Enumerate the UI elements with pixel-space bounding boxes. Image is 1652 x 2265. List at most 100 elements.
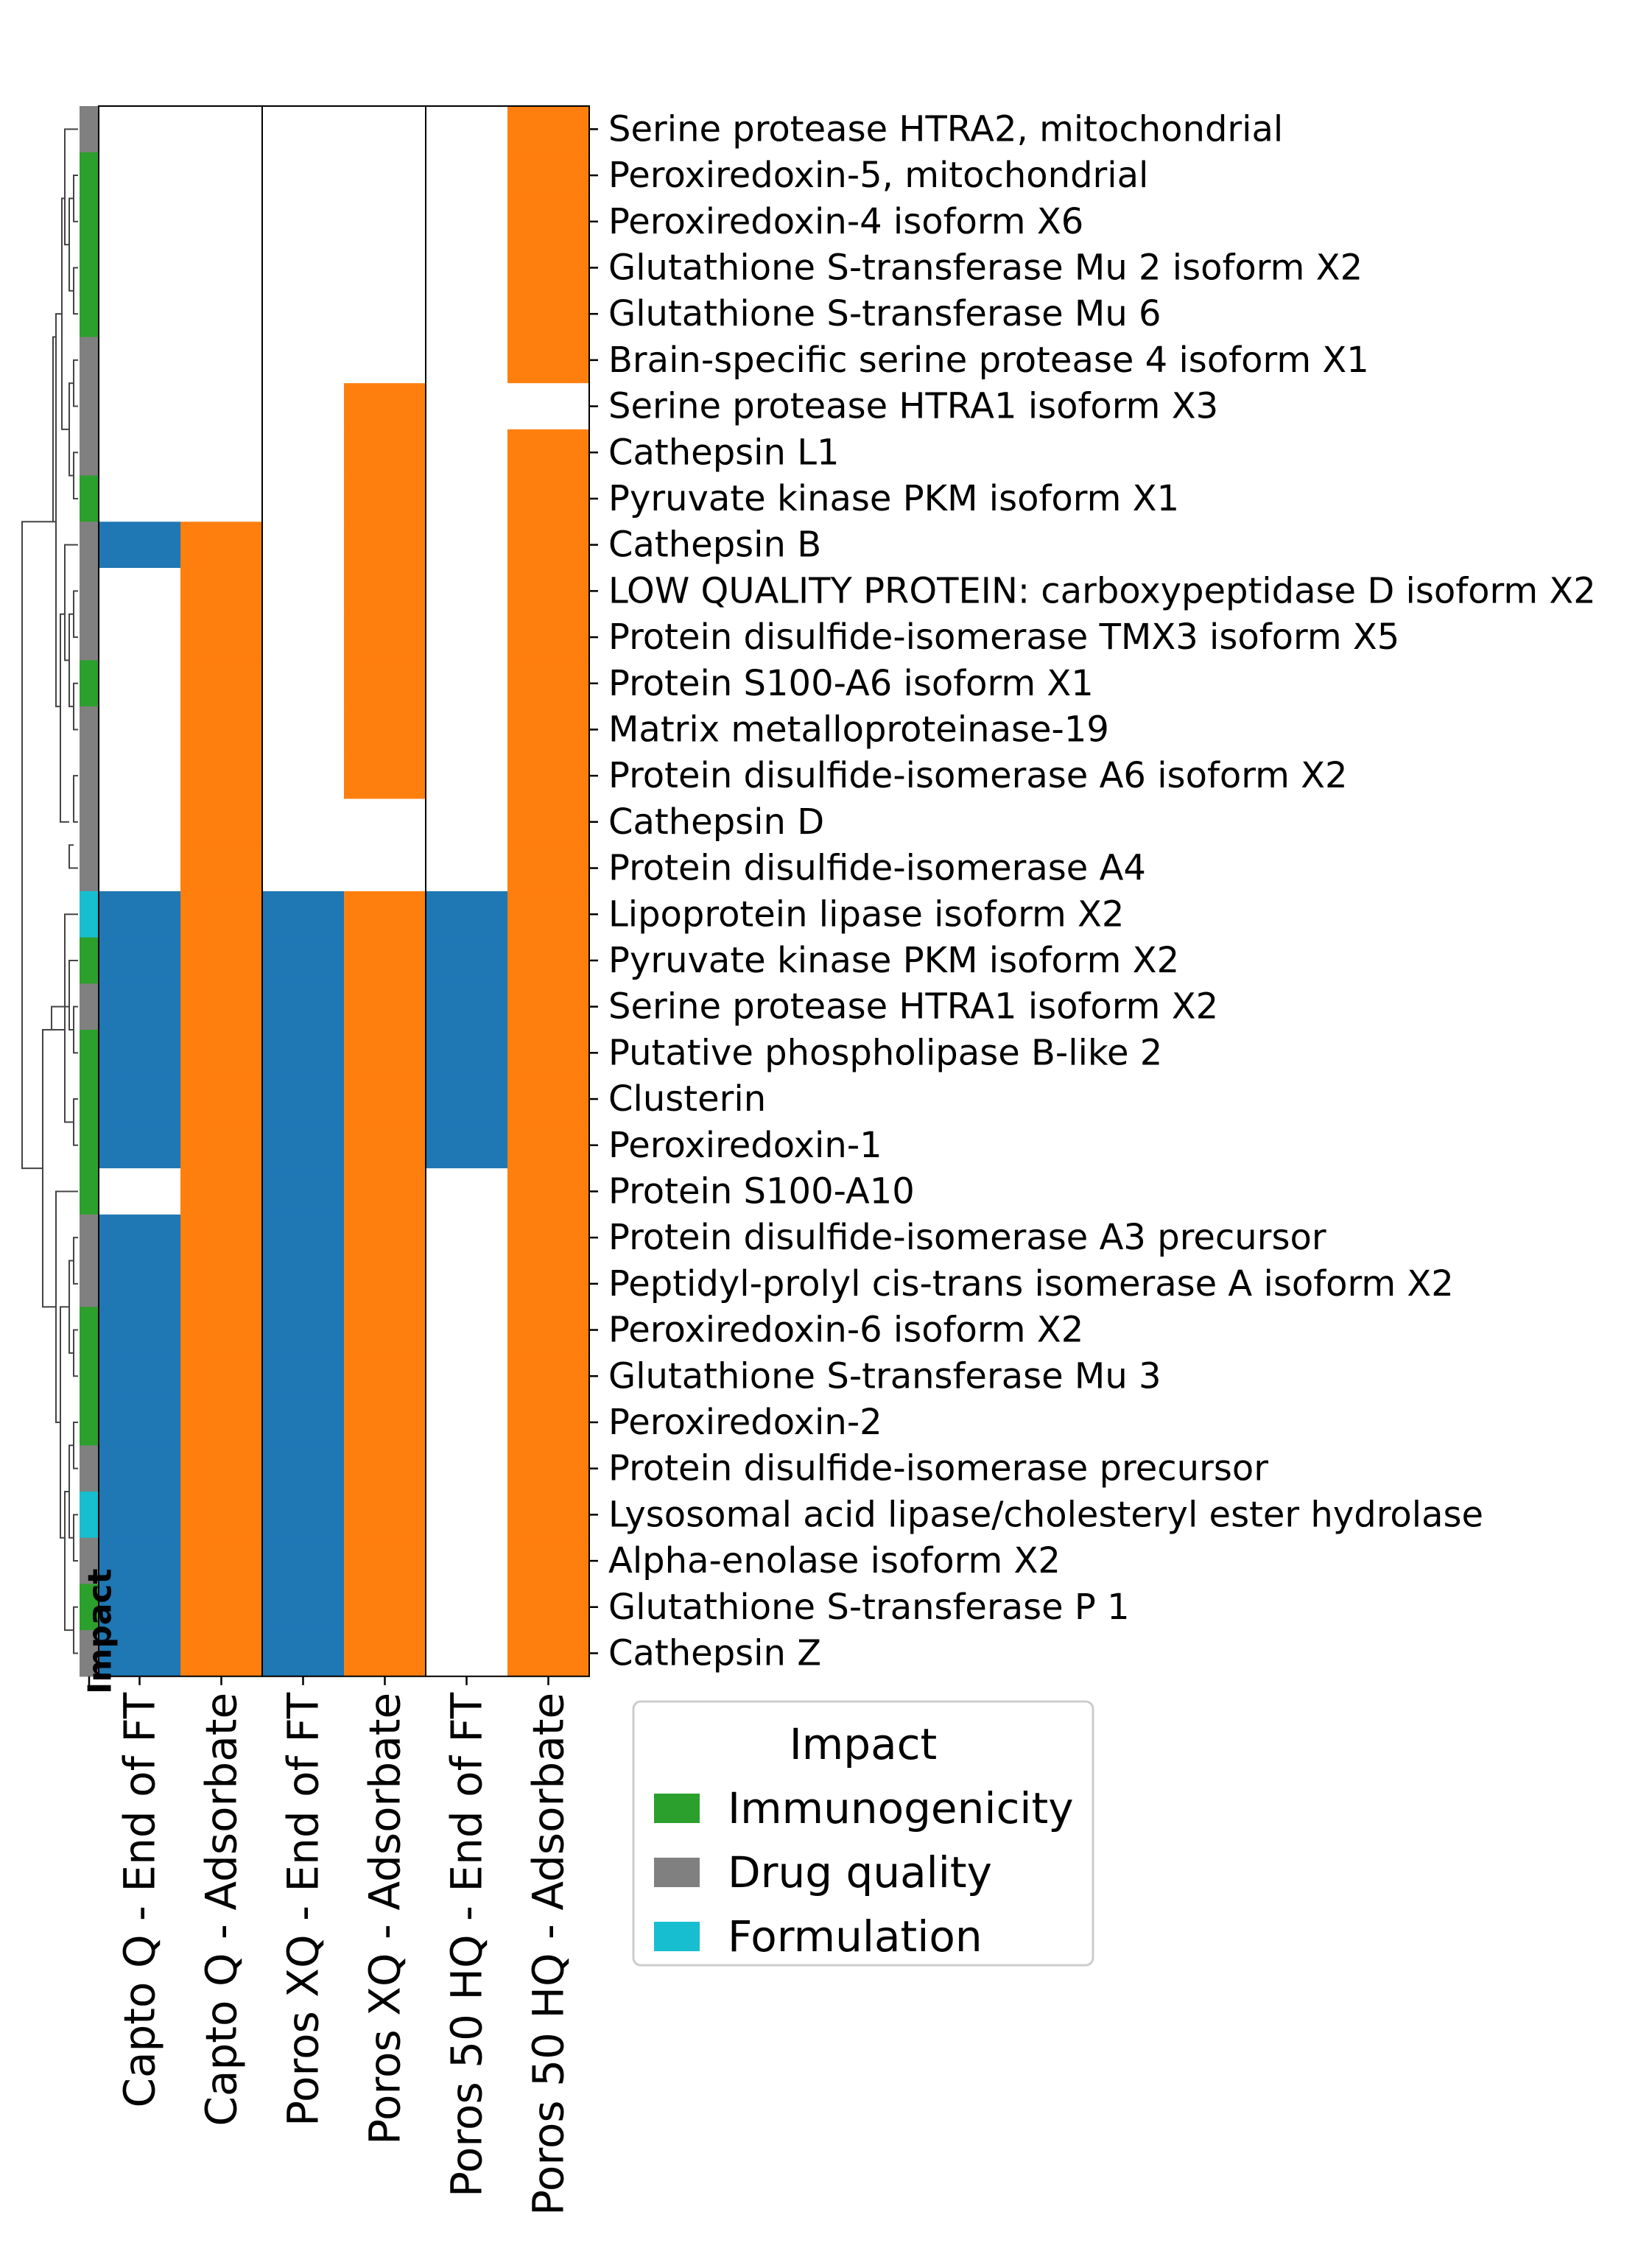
heatmap-cell (344, 614, 426, 661)
heatmap-cell (344, 706, 426, 754)
heatmap-cell (426, 891, 508, 938)
dendrogram-branch (55, 313, 62, 708)
heatmap-cell (99, 1399, 181, 1446)
impact-cell (80, 1352, 99, 1400)
heatmap-cell (99, 614, 181, 661)
heatmap-cell (262, 429, 345, 477)
impact-cell (80, 1168, 99, 1215)
heatmap-cell (262, 106, 345, 153)
row-label: Protein disulfide-isomerase TMX3 isoform… (608, 617, 1399, 658)
dendrogram-branch (73, 175, 78, 222)
row-label: Pyruvate kinase PKM isoform X1 (608, 478, 1179, 519)
impact-cell (80, 1399, 99, 1446)
heatmap-cell (99, 752, 181, 800)
heatmap-cell (426, 1030, 508, 1077)
row-label: Serine protease HTRA2, mitochondrial (608, 108, 1283, 150)
heatmap-cell (99, 1214, 181, 1262)
impact-cell (80, 891, 99, 938)
row-label: Serine protease HTRA1 isoform X2 (608, 986, 1218, 1028)
heatmap-cell (262, 198, 345, 245)
heatmap-cell (507, 1399, 590, 1446)
heatmap-cell (507, 1168, 590, 1215)
heatmap-cell (99, 106, 181, 153)
heatmap-cell (99, 198, 181, 245)
heatmap-cell (507, 106, 590, 153)
row-label: LOW QUALITY PROTEIN: carboxypeptidase D … (608, 570, 1596, 611)
heatmap-cell (344, 1307, 426, 1354)
impact-cell (80, 614, 99, 661)
heatmap-cell (426, 290, 508, 338)
row-dendrogram (21, 128, 78, 1654)
heatmap-cell (262, 1537, 345, 1584)
heatmap-cell (426, 1168, 508, 1215)
heatmap-cell (344, 568, 426, 615)
heatmap-cell (507, 429, 590, 477)
heatmap-cell (99, 1352, 181, 1400)
heatmap-cell (180, 983, 263, 1030)
heatmap-cell (344, 1584, 426, 1631)
heatmap-cell (99, 891, 181, 938)
heatmap-cell (507, 245, 590, 292)
impact-cell (80, 1260, 99, 1307)
row-label: Putative phospholipase B-like 2 (608, 1032, 1162, 1073)
row-label: Alpha-enolase isoform X2 (608, 1540, 1061, 1581)
heatmap-cell (180, 383, 263, 430)
impact-cell (80, 1584, 99, 1631)
heatmap-cell (180, 1030, 263, 1077)
impact-cell (80, 937, 99, 984)
heatmap-cell (344, 429, 426, 477)
impact-cell (80, 568, 99, 615)
heatmap-cell (507, 1352, 590, 1400)
heatmap-cell (180, 1445, 263, 1492)
heatmap-cell (507, 475, 590, 522)
impact-cell (80, 983, 99, 1030)
heatmap-cell (344, 245, 426, 292)
impact-cell (80, 152, 99, 199)
heatmap-cell (99, 1075, 181, 1123)
row-label: Protein S100-A6 isoform X1 (608, 663, 1094, 704)
heatmap-cell (507, 983, 590, 1030)
heatmap-cell (262, 752, 345, 800)
row-label: Peroxiredoxin-6 isoform X2 (608, 1310, 1083, 1351)
heatmap-cell (426, 1352, 508, 1400)
impact-cell (80, 1214, 99, 1262)
heatmap-cell (344, 1122, 426, 1169)
heatmap-cell (99, 245, 181, 292)
legend-entry-label: Drug quality (728, 1847, 992, 1897)
impact-cell (80, 660, 99, 707)
row-label: Matrix metalloproteinase-19 (608, 709, 1109, 750)
heatmap-cell (180, 1492, 263, 1539)
heatmap-cell (262, 891, 345, 938)
column-ticks (88, 1676, 549, 1685)
heatmap-cell (344, 198, 426, 245)
impact-cell (80, 1030, 99, 1077)
dendrogram-branch (73, 1005, 78, 1054)
impact-cell (80, 1122, 99, 1169)
heatmap-cell (344, 383, 426, 430)
heatmap-cell (262, 1492, 345, 1539)
heatmap-cell (426, 1260, 508, 1307)
heatmap-cell (426, 752, 508, 800)
impact-cell (80, 290, 99, 338)
heatmap-cell (99, 660, 181, 707)
heatmap-cell (507, 798, 590, 846)
heatmap-cell (507, 1630, 590, 1677)
legend-entries: Immunogenicity Drug quality Formulation (654, 1783, 1074, 1962)
row-label: Peroxiredoxin-4 isoform X6 (608, 201, 1083, 242)
heatmap-cell (99, 1492, 181, 1539)
heatmap-cell (99, 798, 181, 846)
heatmap-cell (507, 1260, 590, 1307)
dendrogram-branch (68, 844, 78, 869)
row-label: Cathepsin D (608, 801, 824, 843)
heatmap-cell (262, 383, 345, 430)
heatmap-cell (426, 429, 508, 477)
row-label: Glutathione S-transferase Mu 2 isoform X… (608, 247, 1363, 288)
heatmap-cell (344, 937, 426, 984)
heatmap-cell (180, 475, 263, 522)
dendrogram-branch (51, 1005, 69, 1030)
impact-cell (80, 1537, 99, 1584)
dendrogram-branch (73, 1514, 78, 1562)
dendrogram-branch (42, 1029, 56, 1308)
column-label: Poros 50 HQ - Adsorbate (524, 1693, 574, 2216)
column-labels: Capto Q - End of FT Capto Q - Adsorbate Po… (115, 1692, 574, 2216)
